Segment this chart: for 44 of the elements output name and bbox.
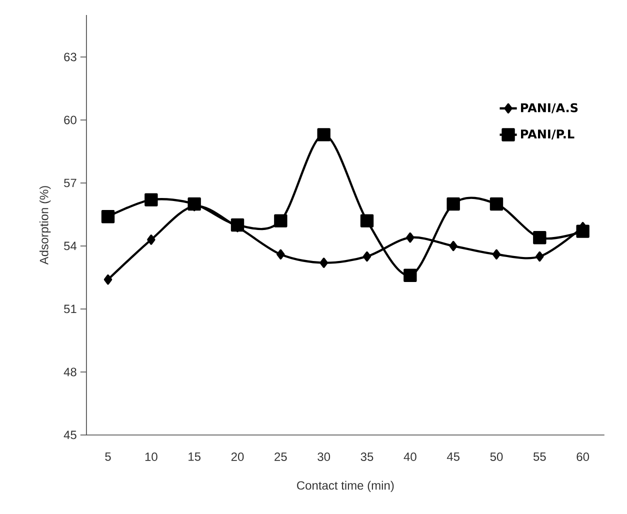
x-tick-label: 30 xyxy=(318,452,330,462)
point xyxy=(147,234,156,245)
y-tick-label: 57 xyxy=(64,178,76,188)
y-tick-label: 54 xyxy=(64,242,77,250)
x-tick-label: 35 xyxy=(360,452,374,462)
point xyxy=(492,249,501,260)
point xyxy=(360,214,374,228)
x-tick-label: 60 xyxy=(576,452,590,462)
point xyxy=(320,258,328,268)
point xyxy=(406,232,414,243)
x-tick-label: 5 xyxy=(105,452,111,461)
point xyxy=(144,193,158,206)
y-tick-label: 45 xyxy=(64,430,76,440)
x-tick-label: 10 xyxy=(145,452,158,462)
point xyxy=(404,268,417,282)
point xyxy=(276,249,285,260)
y-tick-label: 51 xyxy=(64,304,76,314)
point xyxy=(274,214,288,228)
y-tick-label: 48 xyxy=(64,368,76,376)
x-tick-label: 15 xyxy=(188,452,200,461)
point xyxy=(576,224,590,238)
point xyxy=(104,274,112,285)
point xyxy=(446,197,460,211)
point xyxy=(101,210,115,224)
x-tick-label: 20 xyxy=(231,452,244,462)
x-tick-label: 45 xyxy=(446,452,460,461)
x-tick-label: 50 xyxy=(490,452,503,462)
x-tick-label: 55 xyxy=(533,452,546,461)
point xyxy=(449,240,458,252)
legend-label: PANI/A.S xyxy=(521,103,578,114)
y-tick-label: 60 xyxy=(64,116,76,124)
x-tick-label: 40 xyxy=(404,452,416,462)
point xyxy=(490,197,504,211)
y-axis-title: Adsorption (%) xyxy=(40,186,51,265)
point xyxy=(317,128,330,142)
x-tick-label: 25 xyxy=(274,452,287,462)
x-axis-title: Contact time (min) xyxy=(297,480,394,492)
point xyxy=(536,251,544,262)
y-tick-label: 63 xyxy=(64,52,76,62)
point xyxy=(533,230,546,244)
legend-label: PANI/P.L xyxy=(521,130,574,140)
point xyxy=(230,218,244,232)
point xyxy=(362,251,372,262)
point xyxy=(188,197,201,211)
